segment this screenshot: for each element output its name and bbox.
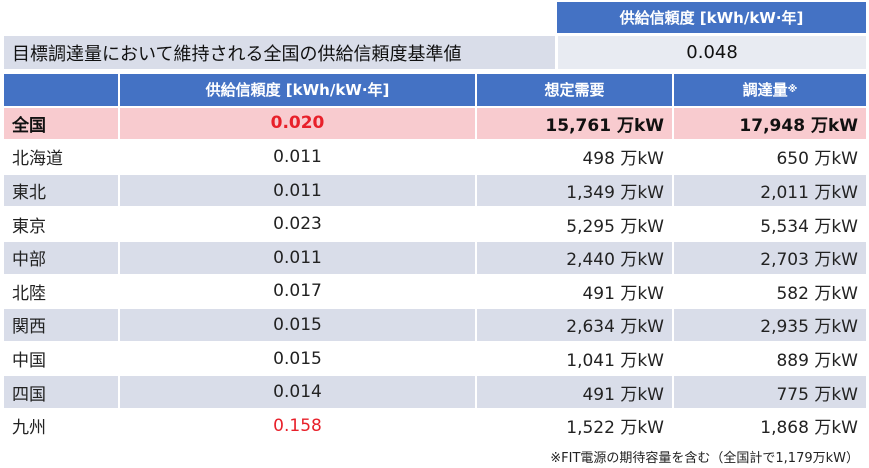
procurement-column-header: 調達量 ※ (674, 74, 866, 106)
demand-cell: 1,041 万kW (477, 342, 674, 375)
procurement-cell: 889 万kW (776, 351, 858, 372)
national-standard-label: 目標調達量において維持される全国の供給信頼度基準値 (4, 36, 556, 69)
national-standard-table: 供給信頼度 [kWh/kW·年] 目標調達量において維持される全国の供給信頼度基… (4, 2, 866, 69)
reliability-cell: 0.020 (120, 107, 477, 140)
region-cell: 九州 (4, 409, 120, 442)
national-standard-header-row: 供給信頼度 [kWh/kW·年] (4, 2, 866, 33)
demand-column-header: 想定需要 (477, 74, 674, 106)
reliability-unit-header: 供給信頼度 [kWh/kW·年] (557, 2, 866, 33)
reliability-cell: 0.011 (120, 141, 477, 173)
region-cell: 四国 (4, 376, 120, 408)
demand-cell: 491 万kW (477, 376, 674, 408)
procurement-cell: 2,011 万kW (760, 183, 858, 204)
demand-cell: 2,440 万kW (477, 241, 674, 274)
table-row: 北陸 0.017 491 万kW 582 万kW (4, 275, 866, 310)
table-row-national: 全国 0.020 15,761 万kW 17,948 万kW (4, 107, 866, 142)
table-row: 北海道 0.011 498 万kW 650 万kW (4, 141, 866, 175)
table-row: 東北 0.011 1,349 万kW 2,011 万kW (4, 174, 866, 209)
region-cell: 北海道 (4, 141, 120, 173)
procurement-header-mark: ※ (787, 84, 798, 96)
footnote: ※FIT電源の期待容量を含む（全国計で1,179万kW） (550, 451, 859, 466)
region-cell: 東北 (4, 174, 120, 207)
procurement-cell: 2,935 万kW (760, 317, 858, 338)
regional-reliability-table: 供給信頼度 [kWh/kW·年] 想定需要 調達量 ※ 全国 0.020 15,7… (4, 74, 866, 444)
procurement-cell: 582 万kW (776, 283, 858, 304)
table-row: 東京 0.023 5,295 万kW 5,534 万kW (4, 208, 866, 242)
demand-cell: 5,295 万kW (477, 208, 674, 240)
region-cell: 全国 (4, 107, 120, 140)
reliability-cell: 0.011 (120, 174, 477, 207)
table-row: 中国 0.015 1,041 万kW 889 万kW (4, 342, 866, 377)
reliability-cell: 0.011 (120, 241, 477, 274)
demand-cell: 498 万kW (477, 141, 674, 173)
procurement-cell: 650 万kW (776, 149, 858, 170)
region-cell: 東京 (4, 208, 120, 240)
procurement-cell: 1,868 万kW (760, 418, 858, 439)
procurement-header-label: 調達量 (742, 81, 788, 100)
region-cell: 関西 (4, 309, 120, 341)
empty-header-cell (4, 2, 557, 33)
reliability-cell: 0.023 (120, 208, 477, 240)
reliability-cell: 0.015 (120, 309, 477, 341)
demand-cell: 1,522 万kW (477, 409, 674, 442)
region-cell: 中部 (4, 241, 120, 274)
reliability-column-header: 供給信頼度 [kWh/kW·年] (120, 74, 477, 106)
region-cell: 中国 (4, 342, 120, 375)
table-row: 九州 0.158 1,522 万kW 1,868 万kW (4, 409, 866, 444)
table-row: 中部 0.011 2,440 万kW 2,703 万kW (4, 241, 866, 276)
reliability-cell: 0.014 (120, 376, 477, 408)
reliability-cell: 0.017 (120, 275, 477, 308)
region-cell: 北陸 (4, 275, 120, 308)
national-standard-value: 0.048 (558, 36, 866, 69)
table-row: 四国 0.014 491 万kW 775 万kW (4, 376, 866, 410)
procurement-cell: 775 万kW (776, 384, 858, 405)
region-column-header (4, 74, 120, 106)
national-standard-row: 目標調達量において維持される全国の供給信頼度基準値 0.048 (4, 36, 866, 69)
demand-cell: 491 万kW (477, 275, 674, 308)
procurement-cell: 5,534 万kW (760, 216, 858, 237)
demand-cell: 2,634 万kW (477, 309, 674, 341)
procurement-cell: 2,703 万kW (760, 250, 858, 271)
demand-cell: 1,349 万kW (477, 174, 674, 207)
reliability-cell: 0.158 (120, 409, 477, 442)
procurement-cell: 17,948 万kW (739, 115, 858, 136)
table-row: 関西 0.015 2,634 万kW 2,935 万kW (4, 309, 866, 343)
reliability-cell: 0.015 (120, 342, 477, 375)
demand-cell: 15,761 万kW (477, 107, 674, 140)
table-header-row: 供給信頼度 [kWh/kW·年] 想定需要 調達量 ※ (4, 74, 866, 108)
